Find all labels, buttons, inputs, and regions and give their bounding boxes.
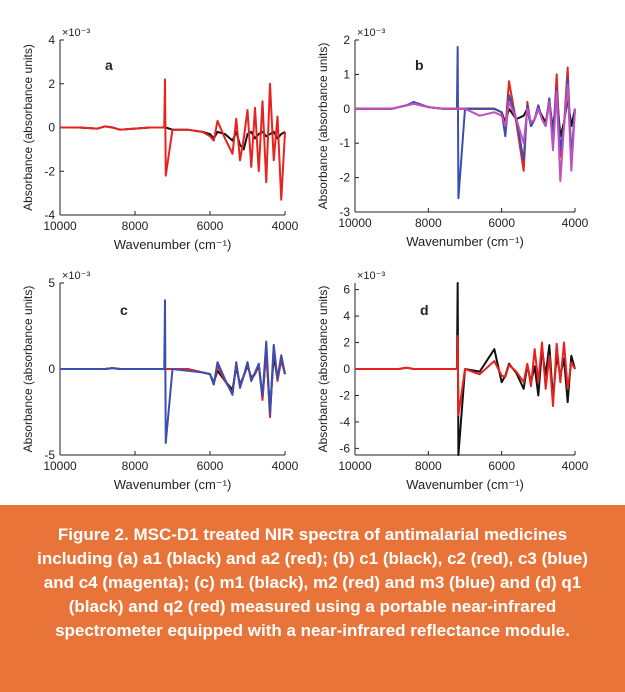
y-tick-label: 5 <box>48 276 55 290</box>
y-axis-label: Absorbance (absorbance units) <box>316 286 330 453</box>
y-tick-label: -1 <box>339 136 350 150</box>
y-tick-label: 2 <box>48 77 55 91</box>
x-tick-label: 4000 <box>562 459 589 473</box>
y-tick-label: 1 <box>343 67 350 81</box>
y-tick-label: 0 <box>343 362 350 376</box>
y-tick-label: -2 <box>339 388 350 402</box>
y-axis-label: Absorbance (absorbance units) <box>21 286 35 453</box>
y-tick-label: -4 <box>44 208 55 222</box>
exponent-label: ×10⁻³ <box>357 270 385 282</box>
caption: Figure 2. MSC-D1 treated NIR spectra of … <box>0 505 625 692</box>
spectrum-line <box>355 45 576 200</box>
y-tick-label: -2 <box>339 171 350 185</box>
x-tick-label: 8000 <box>122 459 149 473</box>
y-tick-label: -2 <box>44 164 55 178</box>
x-tick-label: 10000 <box>43 459 77 473</box>
x-axis-label: Wavenumber (cm⁻¹) <box>114 237 232 252</box>
y-tick-label: 2 <box>343 336 350 350</box>
y-tick-label: 4 <box>343 309 350 323</box>
panel-letter: c <box>120 302 128 318</box>
x-tick-label: 10000 <box>338 216 372 230</box>
exponent-label: ×10⁻³ <box>62 27 90 39</box>
spectrum-line <box>355 334 576 417</box>
panel: -3 -2 -1 0 1 2 10000 8000 6000 4000 Wavenumber (cm… <box>316 27 589 249</box>
y-tick-label: -5 <box>44 448 55 462</box>
x-tick-label: 4000 <box>272 459 299 473</box>
y-axis-label: Absorbance (absorbance units) <box>316 43 330 210</box>
x-tick-label: 8000 <box>415 459 442 473</box>
x-axis-label: Wavenumber (cm⁻¹) <box>114 477 232 492</box>
y-tick-label: -6 <box>339 441 350 455</box>
y-tick-label: 2 <box>343 33 350 47</box>
panel-letter: a <box>105 57 113 73</box>
spectrum-line <box>355 83 576 183</box>
spectrum-line <box>60 299 286 444</box>
x-tick-label: 4000 <box>272 219 299 233</box>
panel: -6 -4 -2 0 2 4 6 10000 8000 6000 4000 Wavenumber (c… <box>316 270 589 492</box>
x-tick-label: 6000 <box>488 459 515 473</box>
panel-letter: d <box>420 302 429 318</box>
x-tick-label: 10000 <box>43 219 77 233</box>
panel: -5 0 5 10000 8000 6000 4000 Wavenumber (cm⁻¹) Ab… <box>21 270 299 492</box>
panel-letter: b <box>415 57 424 73</box>
exponent-label: ×10⁻³ <box>357 27 385 39</box>
x-axis-label: Wavenumber (cm⁻¹) <box>406 477 524 492</box>
x-tick-label: 8000 <box>415 216 442 230</box>
x-tick-label: 10000 <box>338 459 372 473</box>
y-tick-label: 0 <box>343 102 350 116</box>
y-tick-label: 0 <box>48 362 55 376</box>
x-tick-label: 4000 <box>562 216 589 230</box>
x-tick-label: 6000 <box>488 216 515 230</box>
y-axis-label: Absorbance (absorbance units) <box>21 44 35 211</box>
y-tick-label: 0 <box>48 121 55 135</box>
y-tick-label: -3 <box>339 205 350 219</box>
x-tick-label: 6000 <box>197 459 224 473</box>
y-tick-label: -4 <box>339 415 350 429</box>
x-tick-label: 8000 <box>122 219 149 233</box>
y-tick-label: 6 <box>343 283 350 297</box>
exponent-label: ×10⁻³ <box>62 270 90 282</box>
spectrum-line <box>60 78 286 201</box>
x-tick-label: 6000 <box>197 219 224 233</box>
x-axis-label: Wavenumber (cm⁻¹) <box>406 234 524 249</box>
panel: -4 -2 0 2 4 10000 8000 6000 4000 Wavenumber (cm⁻¹… <box>21 27 299 252</box>
y-tick-label: 4 <box>48 33 55 47</box>
